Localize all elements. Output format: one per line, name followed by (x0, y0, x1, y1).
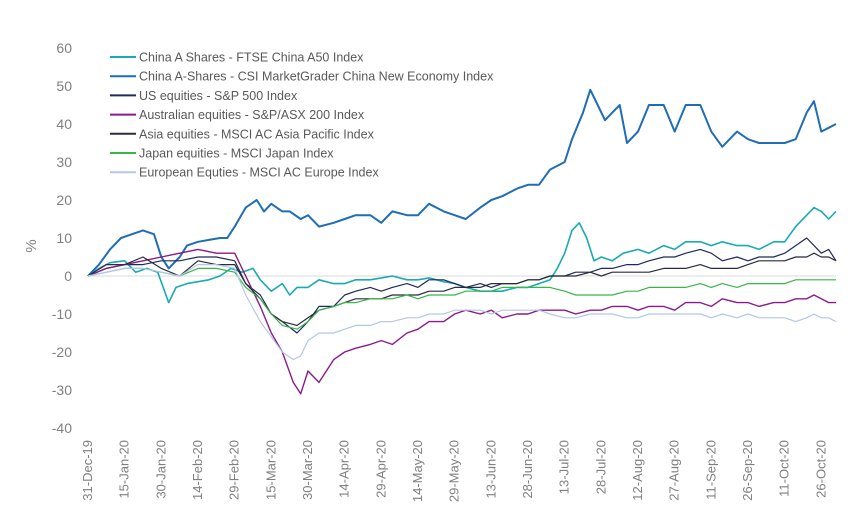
legend-label: China A Shares - FTSE China A50 Index (139, 51, 364, 65)
legend-label: US equities - S&P 500 Index (139, 89, 298, 103)
x-axis-ticks: 31-Dec-19 15-Jan-20 30-Jan-20 14-Feb-20 29-F… (80, 440, 828, 502)
x-tick-label: 30-Jan-20 (153, 440, 168, 499)
x-tick-label: 28-Jun-20 (520, 440, 535, 499)
x-tick-label: 30-Mar-20 (300, 440, 315, 500)
x-tick-label: 15-Mar-20 (263, 440, 278, 500)
x-tick-label: 14-Apr-20 (337, 440, 352, 498)
y-tick-label: 50 (56, 78, 72, 94)
legend: China A Shares - FTSE China A50 Index Chi… (110, 51, 494, 180)
legend-label: Japan equities - MSCI Japan Index (139, 147, 334, 161)
y-tick-label: 20 (56, 192, 72, 208)
series-line-3 (87, 237, 837, 334)
y-tick-label: 40 (56, 116, 72, 132)
x-tick-label: 12-Aug-20 (630, 440, 645, 501)
x-tick-label: 14-Feb-20 (190, 440, 205, 500)
x-tick-label: 29-Feb-20 (227, 440, 242, 500)
series-line-2 (87, 88, 837, 277)
x-tick-label: 11-Sep-20 (703, 440, 718, 500)
y-axis-label: % (23, 239, 40, 252)
series-lines (87, 88, 837, 395)
y-tick-label: -20 (52, 344, 72, 360)
series-line-4 (87, 248, 836, 395)
legend-label: Australian equities - S&P/ASX 200 Index (139, 108, 365, 122)
x-tick-label: 26-Sep-20 (740, 440, 755, 501)
x-tick-label: 13-Jun-20 (483, 440, 498, 499)
x-tick-label: 27-Aug-20 (667, 440, 682, 501)
legend-label: China A-Shares - CSI MarketGrader China … (139, 70, 494, 84)
x-tick-label: 29-Apr-20 (373, 440, 388, 498)
y-tick-label: 0 (64, 268, 72, 284)
series-line-7 (87, 264, 837, 361)
x-tick-label: 29-May-20 (447, 440, 462, 502)
x-tick-label: 15-Jan-20 (117, 440, 132, 499)
x-tick-label: 14-May-20 (410, 440, 425, 502)
series-line-6 (87, 267, 836, 330)
y-axis-ticks: 60 50 40 30 20 10 0 -10 -20 -30 -40 (52, 40, 72, 436)
legend-label: European Equties - MSCI AC Europe Index (139, 166, 379, 180)
y-tick-label: 60 (56, 40, 72, 56)
series-line-1 (87, 206, 837, 304)
x-tick-label: 28-Jul-20 (593, 440, 608, 494)
x-tick-label: 13-Jul-20 (557, 440, 572, 494)
legend-label: Asia equities - MSCI AC Asia Pacific Ind… (139, 127, 375, 141)
y-tick-label: 30 (56, 154, 72, 170)
y-tick-label: 10 (56, 230, 72, 246)
y-tick-label: -30 (52, 382, 72, 398)
x-tick-label: 31-Dec-19 (80, 440, 95, 501)
y-tick-label: -10 (52, 306, 72, 322)
y-tick-label: -40 (52, 420, 72, 436)
x-tick-label: 26-Oct-20 (813, 440, 828, 498)
x-tick-label: 11-Oct-20 (777, 440, 792, 497)
